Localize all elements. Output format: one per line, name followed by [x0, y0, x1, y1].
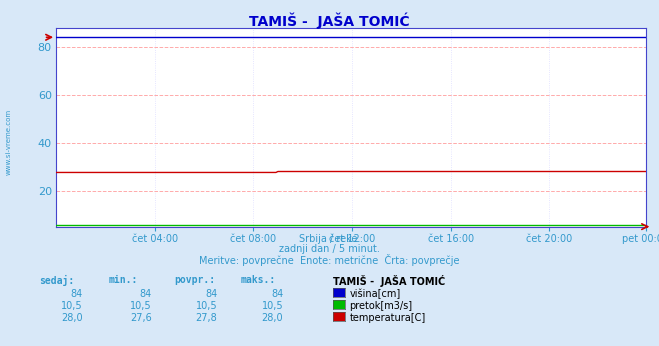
Text: 10,5: 10,5: [262, 301, 283, 311]
Text: 27,6: 27,6: [130, 313, 152, 323]
Text: pretok[m3/s]: pretok[m3/s]: [349, 301, 413, 311]
Text: maks.:: maks.:: [241, 275, 275, 285]
Text: TAMIŠ -  JAŠA TOMIĆ: TAMIŠ - JAŠA TOMIĆ: [249, 12, 410, 29]
Text: min.:: min.:: [109, 275, 138, 285]
Text: TAMIŠ -  JAŠA TOMIĆ: TAMIŠ - JAŠA TOMIĆ: [333, 275, 445, 287]
Text: Srbija / reke.: Srbija / reke.: [299, 234, 360, 244]
Text: www.si-vreme.com: www.si-vreme.com: [5, 109, 11, 175]
Text: temperatura[C]: temperatura[C]: [349, 313, 426, 323]
Text: 84: 84: [70, 289, 82, 299]
Text: 84: 84: [205, 289, 217, 299]
Text: zadnji dan / 5 minut.: zadnji dan / 5 minut.: [279, 244, 380, 254]
Text: 84: 84: [139, 289, 152, 299]
Text: 10,5: 10,5: [61, 301, 82, 311]
Text: 28,0: 28,0: [262, 313, 283, 323]
Text: 28,0: 28,0: [61, 313, 82, 323]
Text: 27,8: 27,8: [196, 313, 217, 323]
Text: 10,5: 10,5: [196, 301, 217, 311]
Text: višina[cm]: višina[cm]: [349, 289, 401, 299]
Text: 10,5: 10,5: [130, 301, 152, 311]
Text: Meritve: povprečne  Enote: metrične  Črta: povprečje: Meritve: povprečne Enote: metrične Črta:…: [199, 254, 460, 266]
Text: sedaj:: sedaj:: [40, 275, 74, 286]
Text: povpr.:: povpr.:: [175, 275, 215, 285]
Text: 84: 84: [271, 289, 283, 299]
